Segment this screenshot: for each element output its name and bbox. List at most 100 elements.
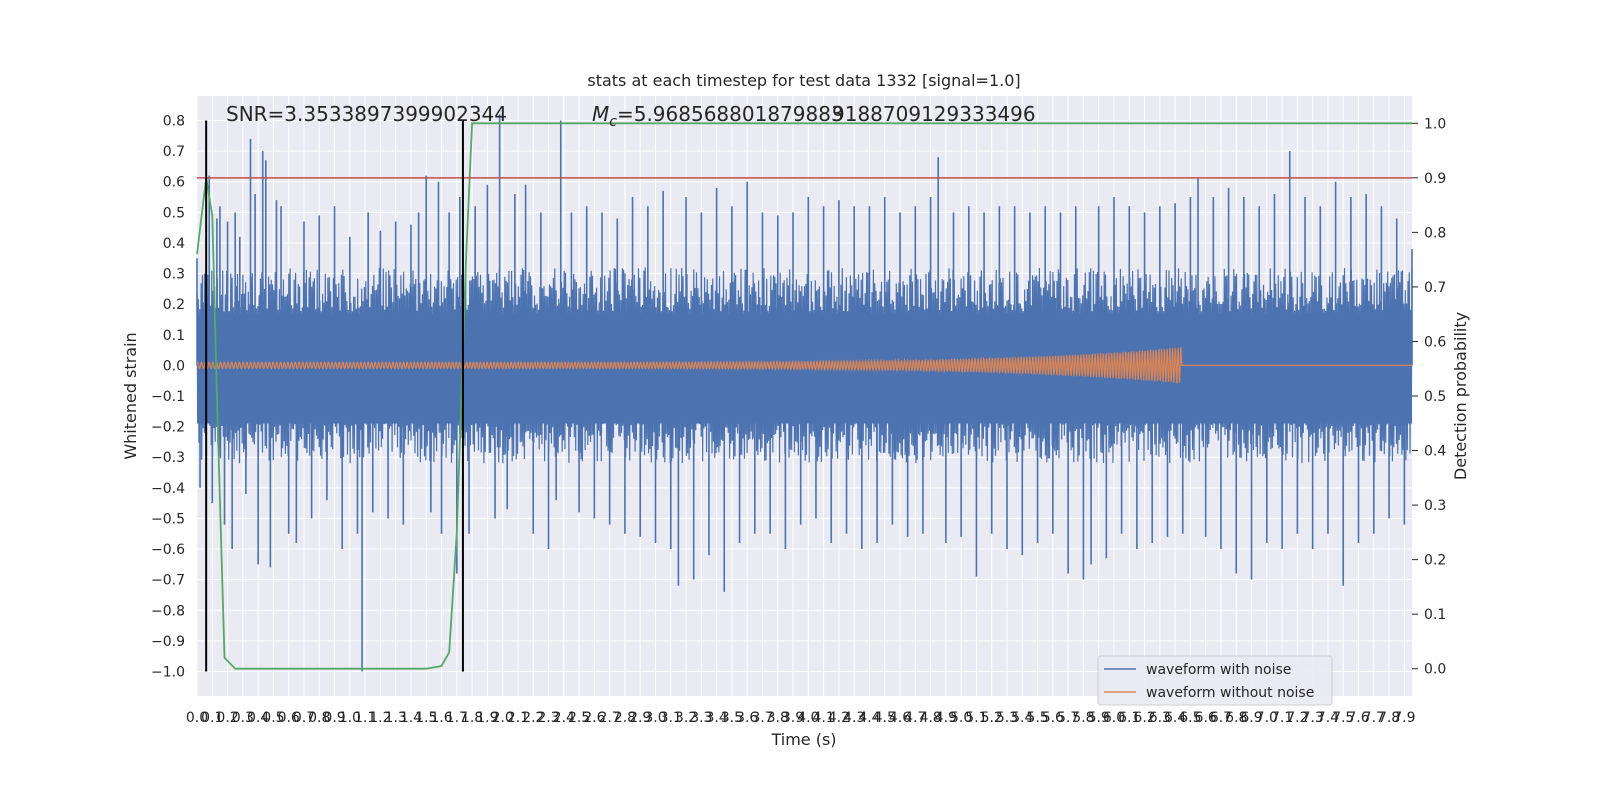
y-right-tick-label: 0.4 bbox=[1424, 444, 1446, 460]
x-tick-label: 1.3 bbox=[385, 710, 407, 726]
x-tick-label: 1.9 bbox=[476, 710, 498, 726]
y-left-tick-label: −0.2 bbox=[151, 420, 185, 436]
mc-symbol: M bbox=[592, 102, 609, 126]
x-tick-label: 4.2 bbox=[828, 710, 850, 726]
x-tick-label: 6.8 bbox=[1225, 710, 1247, 726]
x-tick-label: 1.6 bbox=[430, 710, 452, 726]
x-tick-label: 0.0 bbox=[186, 710, 208, 726]
y-left-tick-label: 0.6 bbox=[163, 175, 185, 191]
legend-label-clean: waveform without noise bbox=[1146, 685, 1314, 701]
y-right-tick-label: 0.9 bbox=[1424, 171, 1446, 187]
probability-trace bbox=[196, 122, 1412, 670]
x-tick-label: 0.1 bbox=[201, 710, 223, 726]
y-left-tick-label: 0.8 bbox=[163, 113, 185, 129]
x-tick-label: 4.3 bbox=[843, 710, 865, 726]
x-tick-label: 4.4 bbox=[858, 710, 880, 726]
y-right-tick-label: 0.2 bbox=[1424, 553, 1446, 569]
x-tick-label: 6.9 bbox=[1240, 710, 1262, 726]
x-tick-label: 3.8 bbox=[767, 710, 789, 726]
x-tick-label: 7.5 bbox=[1332, 710, 1354, 726]
x-tick-label: 4.0 bbox=[797, 710, 819, 726]
x-tick-label: 7.7 bbox=[1363, 710, 1385, 726]
x-tick-label: 0.4 bbox=[247, 710, 269, 726]
x-tick-label: 1.5 bbox=[415, 710, 437, 726]
x-axis-ticks: 0.00.10.20.30.40.50.60.70.80.91.01.11.21… bbox=[186, 710, 1416, 726]
chirp-trace bbox=[196, 346, 1412, 384]
x-tick-label: 6.3 bbox=[1149, 710, 1171, 726]
x-tick-label: 2.2 bbox=[522, 710, 544, 726]
x-tick-label: 3.3 bbox=[690, 710, 712, 726]
x-tick-label: 6.6 bbox=[1195, 710, 1217, 726]
x-tick-label: 5.4 bbox=[1011, 710, 1033, 726]
y-right-tick-label: 0.5 bbox=[1424, 389, 1446, 405]
x-tick-label: 7.0 bbox=[1256, 710, 1278, 726]
x-tick-label: 7.9 bbox=[1393, 710, 1415, 726]
y-axis-right-label: Detection probability bbox=[1451, 312, 1470, 480]
x-tick-label: 2.6 bbox=[583, 710, 605, 726]
mc-subscript: c bbox=[609, 114, 617, 130]
x-tick-label: 0.3 bbox=[232, 710, 254, 726]
x-tick-label: 3.6 bbox=[736, 710, 758, 726]
y-axis-left-label: Whitened strain bbox=[121, 332, 140, 459]
x-tick-label: 6.7 bbox=[1210, 710, 1232, 726]
x-tick-label: 2.4 bbox=[553, 710, 575, 726]
x-tick-label: 0.6 bbox=[278, 710, 300, 726]
y-right-tick-label: 0.0 bbox=[1424, 662, 1446, 678]
x-tick-label: 5.7 bbox=[1057, 710, 1079, 726]
mc-overlap-annotation: 9188709129333496 bbox=[832, 102, 1036, 126]
y-left-tick-label: 0.7 bbox=[163, 144, 185, 160]
x-tick-label: 5.3 bbox=[996, 710, 1018, 726]
x-tick-label: 2.3 bbox=[537, 710, 559, 726]
x-tick-label: 2.5 bbox=[568, 710, 590, 726]
x-tick-label: 6.0 bbox=[1103, 710, 1125, 726]
y-right-tick-label: 0.8 bbox=[1424, 225, 1446, 241]
y-left-tick-label: −0.1 bbox=[151, 389, 185, 405]
x-tick-label: 7.1 bbox=[1271, 710, 1293, 726]
x-tick-label: 4.7 bbox=[904, 710, 926, 726]
x-tick-label: 6.1 bbox=[1118, 710, 1140, 726]
x-tick-label: 5.0 bbox=[950, 710, 972, 726]
series-detection-probability bbox=[196, 122, 1412, 670]
x-tick-label: 5.6 bbox=[1042, 710, 1064, 726]
y-left-tick-label: 0.5 bbox=[163, 205, 185, 221]
x-tick-label: 7.3 bbox=[1302, 710, 1324, 726]
x-tick-label: 5.2 bbox=[981, 710, 1003, 726]
snr-annotation: SNR=3.3533897399902344 bbox=[226, 102, 507, 126]
mc-annotation: Mc=5.968568801879883 bbox=[592, 102, 844, 130]
y-right-tick-label: 1.0 bbox=[1424, 116, 1446, 132]
x-tick-label: 0.5 bbox=[262, 710, 284, 726]
x-tick-label: 2.9 bbox=[629, 710, 651, 726]
x-tick-label: 2.7 bbox=[599, 710, 621, 726]
x-tick-label: 0.7 bbox=[293, 710, 315, 726]
x-tick-label: 5.9 bbox=[1088, 710, 1110, 726]
x-tick-label: 7.8 bbox=[1378, 710, 1400, 726]
y-left-tick-label: −0.4 bbox=[151, 481, 185, 497]
noise-trace bbox=[196, 267, 1413, 464]
x-tick-label: 4.1 bbox=[812, 710, 834, 726]
mc-value: =5.968568801879883 bbox=[617, 102, 844, 126]
y-left-tick-label: 0.0 bbox=[163, 358, 185, 374]
x-tick-label: 0.8 bbox=[308, 710, 330, 726]
x-tick-label: 3.5 bbox=[721, 710, 743, 726]
x-tick-label: 7.4 bbox=[1317, 710, 1339, 726]
y-left-tick-label: 0.3 bbox=[163, 267, 185, 283]
markers bbox=[197, 120, 1412, 672]
x-tick-label: 0.2 bbox=[216, 710, 238, 726]
legend: waveform with noise waveform without noi… bbox=[1097, 655, 1333, 706]
x-tick-label: 3.2 bbox=[675, 710, 697, 726]
x-tick-label: 2.0 bbox=[492, 710, 514, 726]
y-left-tick-label: 0.2 bbox=[163, 297, 185, 313]
y-right-tick-label: 0.3 bbox=[1424, 498, 1446, 514]
y-left-tick-label: −0.5 bbox=[151, 511, 185, 527]
x-tick-label: 5.1 bbox=[965, 710, 987, 726]
y-left-tick-label: −1.0 bbox=[151, 665, 185, 681]
x-tick-label: 4.9 bbox=[935, 710, 957, 726]
y-left-tick-label: 0.1 bbox=[163, 328, 185, 344]
y-left-tick-label: −0.3 bbox=[151, 450, 185, 466]
x-tick-label: 5.5 bbox=[1026, 710, 1048, 726]
x-tick-label: 6.5 bbox=[1179, 710, 1201, 726]
noise-core bbox=[197, 313, 1412, 424]
x-tick-label: 1.0 bbox=[339, 710, 361, 726]
legend-box bbox=[1097, 655, 1333, 706]
